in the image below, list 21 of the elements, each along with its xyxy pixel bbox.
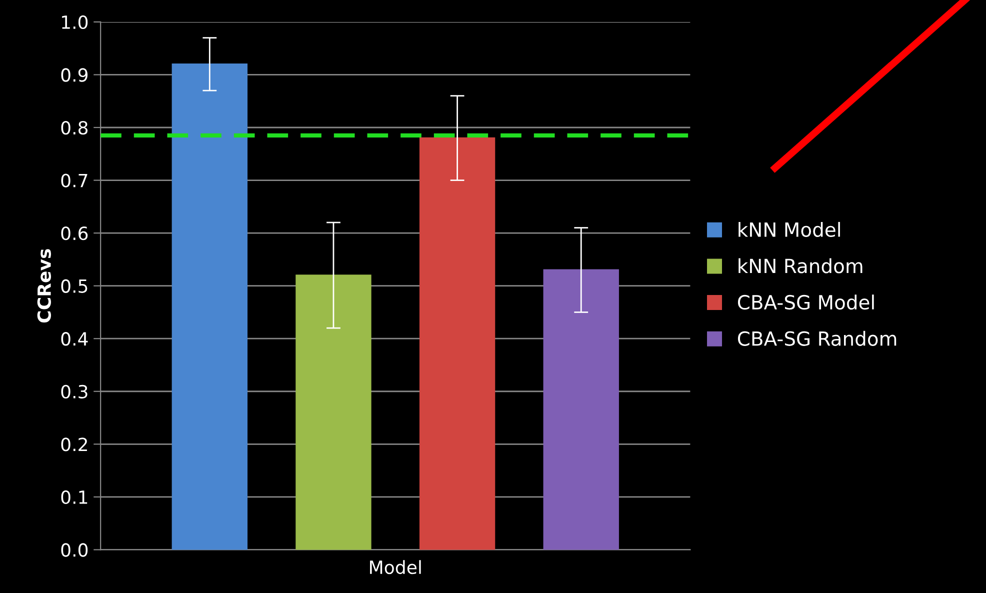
bar	[172, 63, 248, 550]
y-tick-label: 0.7	[61, 174, 88, 188]
bar	[419, 137, 496, 550]
y-axis-title: CCRevs	[37, 249, 51, 323]
legend-label: kNN Model	[738, 222, 840, 237]
legend-label: CBA-SG Model	[738, 294, 874, 310]
y-tick-label: 0.6	[61, 226, 88, 240]
y-tick-label: 0.4	[61, 332, 88, 346]
bar	[296, 274, 372, 550]
bar	[543, 269, 619, 550]
y-tick-label: 0.0	[61, 543, 88, 557]
y-tick-label: 1.0	[62, 15, 88, 30]
y-tick-label: 0.2	[61, 438, 87, 452]
y-tick-label: 0.3	[61, 384, 88, 398]
y-tick-label: 0.9	[61, 68, 88, 82]
y-tick-label: 0.8	[61, 120, 88, 135]
y-tick-label: 0.5	[61, 279, 88, 293]
legend-label: CBA-SG Random	[738, 330, 896, 346]
x-axis-title: Model	[370, 560, 421, 574]
y-tick-label: 0.1	[61, 490, 88, 504]
legend-label: kNN Random	[738, 258, 862, 274]
